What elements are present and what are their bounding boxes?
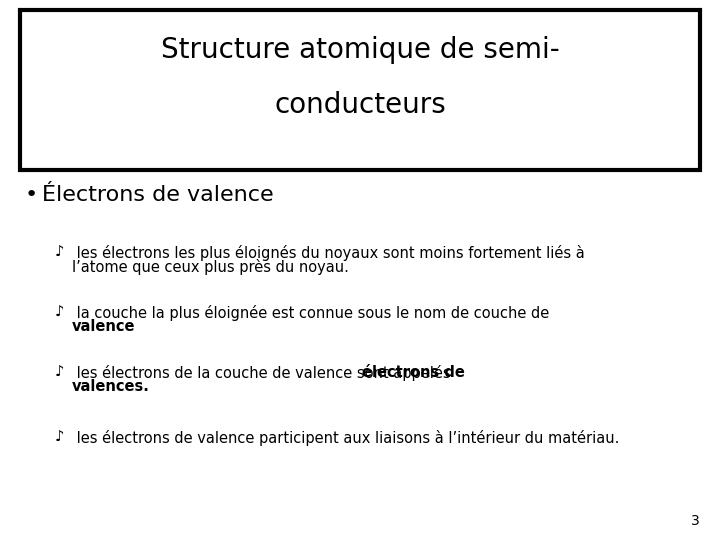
Bar	[20, 10, 700, 170]
Text: les électrons de la couche de valence sont appelés: les électrons de la couche de valence so…	[72, 365, 455, 381]
Text: ♪: ♪	[55, 365, 64, 380]
Text: conducteurs: conducteurs	[274, 91, 446, 119]
Text: ♪: ♪	[55, 245, 64, 260]
Text: Structure atomique de semi-: Structure atomique de semi-	[161, 36, 559, 64]
Text: 3: 3	[691, 514, 700, 528]
Text: valence: valence	[72, 319, 135, 334]
Text: ♪: ♪	[55, 305, 64, 320]
Text: •: •	[25, 185, 38, 205]
Text: les électrons les plus éloignés du noyaux sont moins fortement liés à: les électrons les plus éloignés du noyau…	[72, 245, 585, 261]
Text: l’atome que ceux plus près du noyau.: l’atome que ceux plus près du noyau.	[72, 259, 349, 275]
Text: valences.: valences.	[72, 379, 150, 394]
Text: électrons de: électrons de	[362, 365, 465, 380]
Text: ♪: ♪	[55, 430, 64, 445]
Text: Électrons de valence: Électrons de valence	[42, 185, 274, 205]
Text: la couche la plus éloignée est connue sous le nom de couche de: la couche la plus éloignée est connue so…	[72, 305, 549, 321]
Text: les électrons de valence participent aux liaisons à l’intérieur du matériau.: les électrons de valence participent aux…	[72, 430, 619, 446]
Text: .: .	[116, 319, 121, 334]
